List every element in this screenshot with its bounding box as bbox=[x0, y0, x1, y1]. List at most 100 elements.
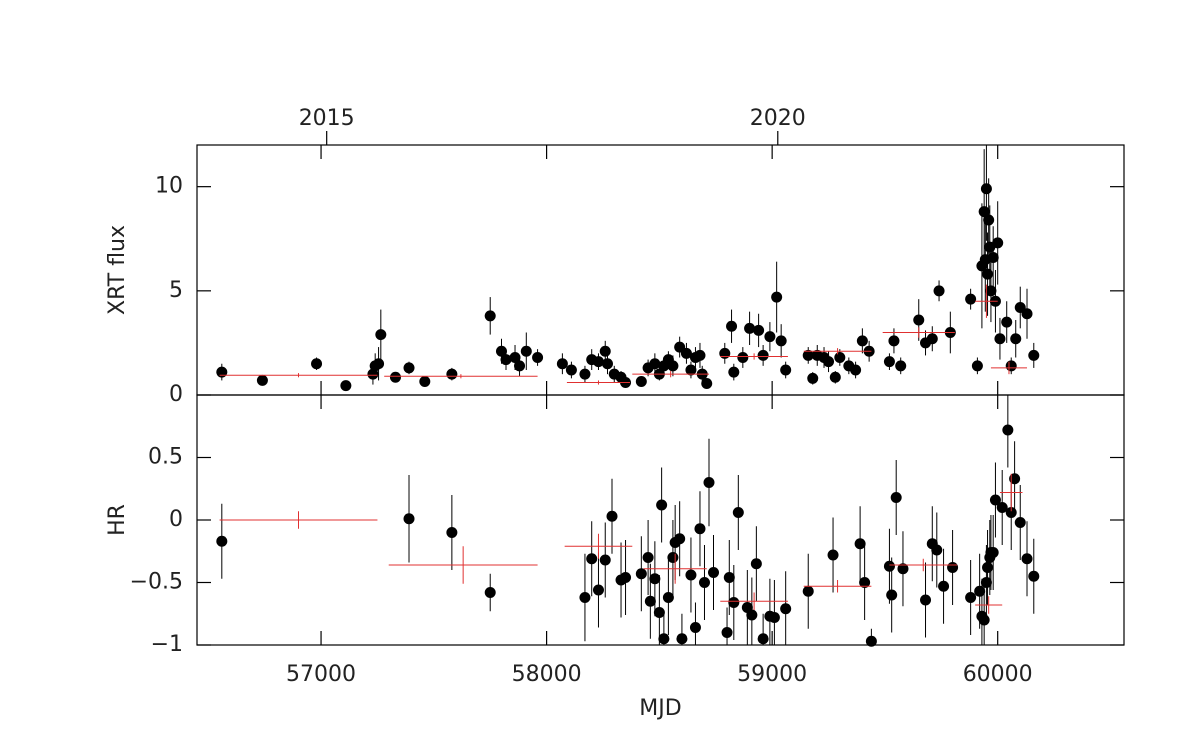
data-point bbox=[1005, 507, 1017, 518]
x-tick-label: 58000 bbox=[512, 662, 582, 687]
data-point bbox=[980, 577, 992, 588]
data-point bbox=[983, 214, 995, 226]
data-point bbox=[514, 360, 526, 372]
data-point bbox=[744, 322, 756, 334]
data-point bbox=[728, 366, 740, 378]
data-point bbox=[1014, 517, 1026, 528]
data-point bbox=[649, 358, 661, 370]
data-point bbox=[947, 562, 959, 573]
data-point bbox=[216, 366, 228, 378]
data-point bbox=[375, 329, 387, 341]
data-point bbox=[1021, 308, 1033, 320]
data-point bbox=[620, 572, 632, 583]
data-point bbox=[732, 507, 744, 518]
data-point bbox=[926, 333, 938, 345]
data-point bbox=[216, 535, 228, 547]
data-point bbox=[592, 584, 604, 596]
data-point bbox=[890, 492, 902, 503]
x-tick-label: 60000 bbox=[963, 662, 1033, 687]
data-point bbox=[556, 358, 568, 370]
data-point bbox=[484, 310, 496, 322]
data-point bbox=[854, 538, 866, 550]
data-point bbox=[674, 533, 686, 545]
x-tick-label: 57000 bbox=[286, 662, 356, 687]
data-point bbox=[635, 568, 647, 580]
data-point bbox=[703, 477, 715, 488]
data-point bbox=[985, 285, 997, 297]
data-point bbox=[685, 569, 697, 581]
data-point bbox=[780, 603, 792, 615]
y-tick-label: 0 bbox=[169, 507, 183, 532]
data-point bbox=[780, 364, 792, 376]
data-point bbox=[509, 352, 521, 363]
data-point bbox=[446, 368, 458, 380]
x-axis-label: MJD bbox=[639, 696, 681, 721]
data-point bbox=[311, 358, 323, 370]
data-point bbox=[579, 368, 591, 380]
data-point bbox=[938, 580, 950, 592]
data-point bbox=[495, 345, 507, 357]
data-point bbox=[500, 354, 512, 366]
data-point bbox=[649, 573, 661, 585]
data-point bbox=[599, 554, 611, 566]
data-point bbox=[708, 567, 720, 578]
data-point bbox=[746, 609, 758, 621]
x2-tick-label: 2020 bbox=[750, 106, 806, 131]
data-point bbox=[565, 364, 577, 376]
data-point bbox=[728, 597, 740, 608]
data-point bbox=[989, 494, 1001, 506]
data-point bbox=[856, 335, 868, 347]
data-point bbox=[987, 252, 999, 263]
data-point bbox=[1028, 349, 1040, 361]
x2-tick-label: 2015 bbox=[299, 106, 355, 131]
data-point bbox=[850, 364, 862, 376]
data-point bbox=[642, 552, 654, 563]
data-point bbox=[834, 352, 846, 363]
data-point bbox=[662, 592, 674, 603]
y-tick-label: −1 bbox=[151, 632, 183, 657]
data-point bbox=[653, 607, 665, 618]
data-point bbox=[340, 380, 352, 392]
data-point bbox=[403, 362, 415, 374]
data-point bbox=[737, 352, 749, 363]
data-point bbox=[895, 360, 907, 372]
data-point bbox=[1002, 424, 1014, 436]
data-point bbox=[775, 335, 787, 347]
data-point bbox=[883, 356, 895, 368]
y-tick-label: 0.5 bbox=[148, 445, 183, 470]
data-point bbox=[1001, 316, 1013, 328]
data-point bbox=[920, 594, 932, 606]
data-point bbox=[827, 549, 839, 561]
data-point bbox=[883, 560, 895, 572]
data-point bbox=[694, 523, 706, 535]
data-point bbox=[656, 499, 668, 511]
data-point bbox=[764, 331, 776, 343]
data-point bbox=[996, 502, 1008, 513]
data-point bbox=[978, 614, 990, 626]
data-point bbox=[807, 372, 819, 384]
data-point bbox=[579, 592, 591, 603]
data-point bbox=[389, 371, 401, 383]
data-point bbox=[757, 349, 769, 361]
data-point bbox=[680, 347, 692, 359]
data-point bbox=[256, 374, 268, 386]
data-point bbox=[520, 345, 532, 357]
data-point bbox=[987, 547, 999, 558]
x-tick-label: 59000 bbox=[737, 662, 807, 687]
data-point bbox=[757, 633, 769, 645]
data-point bbox=[897, 563, 909, 575]
data-point bbox=[913, 314, 925, 326]
data-point bbox=[994, 333, 1006, 345]
data-point bbox=[694, 349, 706, 361]
data-point bbox=[859, 577, 871, 588]
data-point bbox=[931, 544, 943, 556]
data-point bbox=[974, 585, 986, 597]
data-point bbox=[403, 513, 415, 525]
data-point bbox=[606, 510, 618, 522]
data-point bbox=[980, 183, 992, 195]
data-point bbox=[601, 358, 613, 370]
data-point bbox=[698, 577, 710, 588]
data-point bbox=[484, 587, 496, 598]
data-point bbox=[829, 371, 841, 383]
